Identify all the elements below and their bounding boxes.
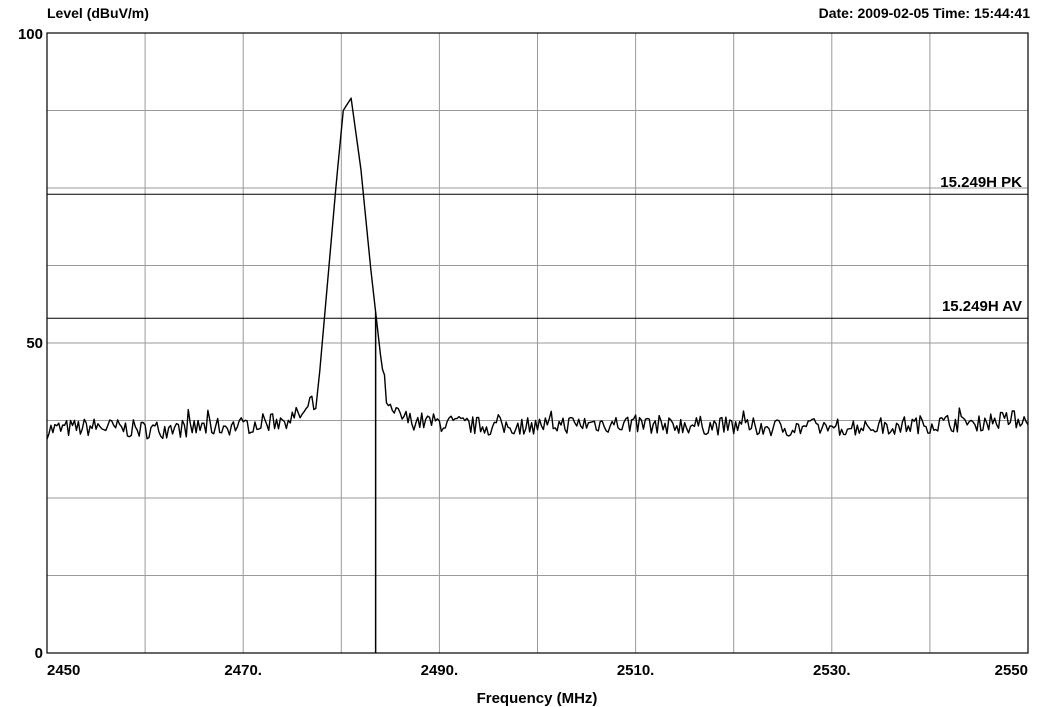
y-tick-label: 50 bbox=[26, 335, 43, 352]
x-tick-label: 2470. bbox=[224, 662, 262, 679]
x-axis-title: Frequency (MHz) bbox=[477, 690, 598, 707]
x-tick-label: 2550 bbox=[995, 662, 1028, 679]
y-tick-labels: 100 50 0 bbox=[18, 26, 43, 662]
date-time-label: Date: 2009-02-05 Time: 15:44:41 bbox=[819, 5, 1031, 21]
y-axis-title: Level (dBuV/m) bbox=[47, 5, 149, 21]
x-tick-label: 2530. bbox=[813, 662, 851, 679]
limit-line-label: 15.249H AV bbox=[942, 298, 1022, 315]
x-tick-labels: 2450 2470. 2490. 2510. 2530. 2550 bbox=[47, 662, 1028, 679]
x-tick-label: 2450 bbox=[47, 662, 80, 679]
limit-line-label: 15.249H PK bbox=[940, 174, 1022, 191]
x-tick-label: 2490. bbox=[421, 662, 459, 679]
y-tick-label: 100 bbox=[18, 26, 43, 43]
spectrum-trace bbox=[46, 97, 1029, 440]
y-tick-label: 0 bbox=[35, 645, 43, 662]
limit-lines: 15.249H PK 15.249H AV bbox=[47, 174, 1028, 319]
grid-lines bbox=[47, 33, 1028, 653]
x-tick-label: 2510. bbox=[617, 662, 655, 679]
plot-frame bbox=[46, 32, 1029, 654]
